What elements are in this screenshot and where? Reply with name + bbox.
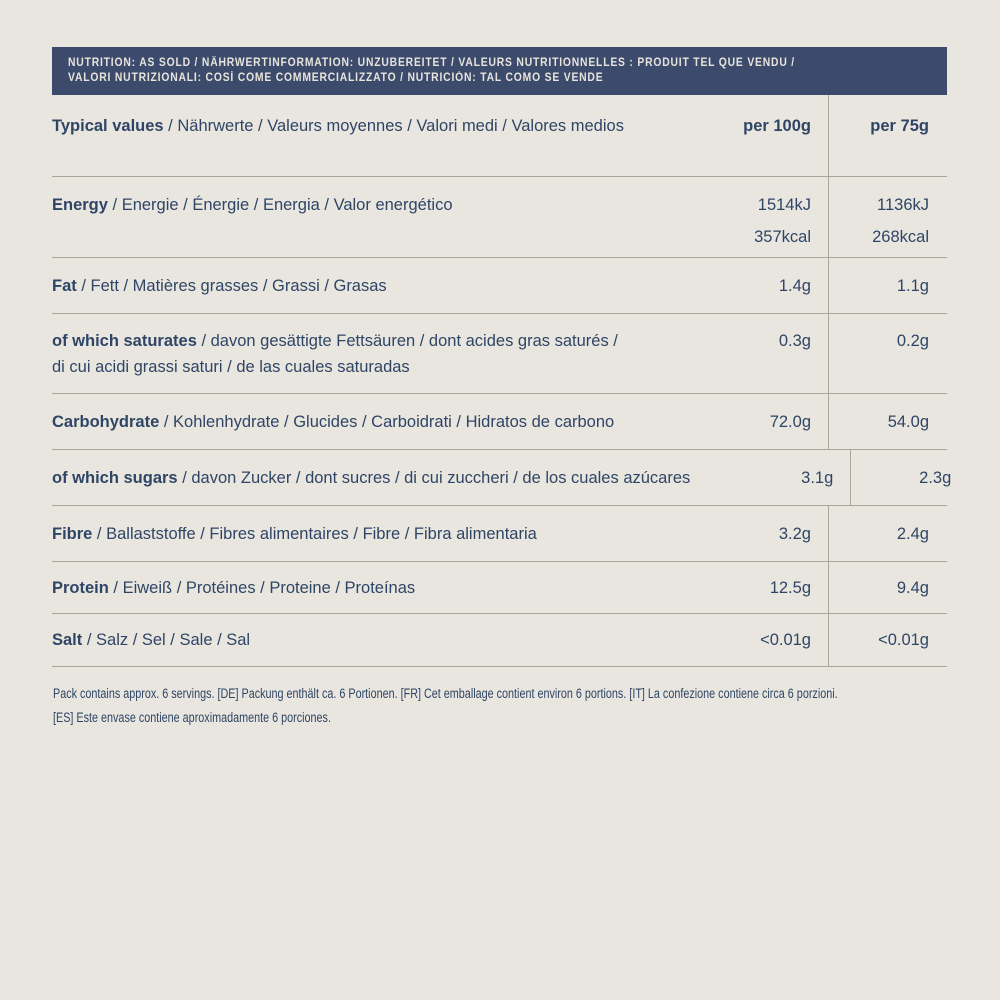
energy-per-100g-kcal: 357kcal [754,228,811,246]
column-header-per-100g: per 100g [743,117,811,135]
servings-note-line-2: [ES] Este envase contiene aproximadament… [53,710,331,725]
table-row-saturates: of which saturates / davon gesättigte Fe… [52,314,947,394]
protein-label: Protein / Eiweiß / Protéines / Proteine … [52,576,668,600]
protein-per-100g: 12.5g [769,578,811,597]
fibre-label: Fibre / Ballaststoffe / Fibres alimentai… [52,522,668,546]
typical-values-bold: Typical values [52,117,164,135]
energy-per-100g-kj: 1514kJ [757,196,811,214]
salt-label-translations: / Salz / Sel / Sale / Sal [82,631,251,649]
protein-per-75g: 9.4g [828,562,947,613]
fibre-per-100g: 3.2g [778,524,811,543]
saturates-per-100g: 0.3g [778,332,811,350]
carbohydrate-label-translations: / Kohlenhydrate / Glucides / Carboidrati… [159,412,615,431]
energy-label: Energy / Energie / Énergie / Energia / V… [52,177,668,217]
sugars-per-100g: 3.1g [801,468,834,487]
sugars-label-bold: of which sugars [52,468,178,487]
table-row-protein: Protein / Eiweiß / Protéines / Proteine … [52,562,947,614]
energy-label-translations: / Energie / Énergie / Energia / Valor en… [107,196,453,214]
salt-label: Salt / Salz / Sel / Sale / Sal [52,628,668,652]
salt-per-100g: <0.01g [760,631,811,649]
fat-label: Fat / Fett / Matières grasses / Grassi /… [52,274,668,298]
fibre-label-translations: / Ballaststoffe / Fibres alimentaires / … [92,524,537,543]
energy-label-bold: Energy [52,196,108,214]
protein-label-translations: / Eiweiß / Protéines / Proteine / Proteí… [108,578,416,597]
table-row-fat: Fat / Fett / Matières grasses / Grassi /… [52,258,947,314]
saturates-label: of which saturates / davon gesättigte Fe… [52,328,668,380]
header-bar-line-2: VALORI NUTRIZIONALI: COSÌ COME COMMERCIA… [68,72,604,84]
servings-note-line-1: Pack contains approx. 6 servings. [DE] P… [53,686,838,701]
column-header-per-75g: per 75g [828,95,947,176]
energy-per-75g-kj: 1136kJ [877,196,929,214]
saturates-label-line-2: di cui acidi grassi saturi / de las cual… [52,357,410,376]
nutrition-table: Typical values / Nährwerte / Valeurs moy… [52,95,951,667]
typical-values-translations: / Nährwerte / Valeurs moyennes / Valori … [163,117,624,135]
table-header-row: Typical values / Nährwerte / Valeurs moy… [52,95,947,177]
energy-per-100g: 1514kJ 357kcal [668,177,828,253]
carbohydrate-label: Carbohydrate / Kohlenhydrate / Glucides … [52,410,668,434]
sugars-label-translations: / davon Zucker / dont sucres / di cui zu… [177,468,691,487]
fibre-per-75g: 2.4g [828,506,947,561]
carbohydrate-per-100g: 72.0g [769,412,811,431]
servings-note: Pack contains approx. 6 servings. [DE] P… [52,682,947,730]
nutrition-header-bar: NUTRITION: AS SOLD / NÄHRWERTINFORMATION… [52,47,947,95]
fat-per-75g: 1.1g [828,258,947,313]
carbohydrate-label-bold: Carbohydrate [52,412,160,431]
energy-per-75g: 1136kJ 268kcal [828,177,947,257]
saturates-label-translations-1: / davon gesättigte Fettsäuren / dont aci… [196,331,618,350]
typical-values-label: Typical values / Nährwerte / Valeurs moy… [52,95,668,139]
saturates-per-75g: 0.2g [828,314,947,393]
energy-per-75g-kcal: 268kcal [872,228,929,246]
fat-label-bold: Fat [52,276,77,295]
salt-label-bold: Salt [52,631,83,649]
fibre-label-bold: Fibre [52,524,93,543]
table-row-fibre: Fibre / Ballaststoffe / Fibres alimentai… [52,506,947,562]
header-bar-line-1: NUTRITION: AS SOLD / NÄHRWERTINFORMATION… [68,56,795,69]
fat-per-100g: 1.4g [778,276,811,295]
carbohydrate-per-75g: 54.0g [828,394,947,449]
salt-per-75g: <0.01g [828,614,947,666]
sugars-label: of which sugars / davon Zucker / dont su… [52,466,690,490]
table-row-sugars: of which sugars / davon Zucker / dont su… [52,450,951,506]
fat-label-translations: / Fett / Matières grasses / Grassi / Gra… [76,276,387,295]
table-row-carbohydrate: Carbohydrate / Kohlenhydrate / Glucides … [52,394,947,450]
table-row-energy: Energy / Energie / Énergie / Energia / V… [52,177,947,258]
sugars-per-75g: 2.3g [850,450,969,505]
nutrition-panel: NUTRITION: AS SOLD / NÄHRWERTINFORMATION… [52,47,951,730]
table-row-salt: Salt / Salz / Sel / Sale / Sal <0.01g <0… [52,614,947,667]
saturates-label-bold: of which saturates [52,331,197,350]
protein-label-bold: Protein [52,578,109,597]
saturates-label-line-1: of which saturates / davon gesättigte Fe… [52,328,668,354]
